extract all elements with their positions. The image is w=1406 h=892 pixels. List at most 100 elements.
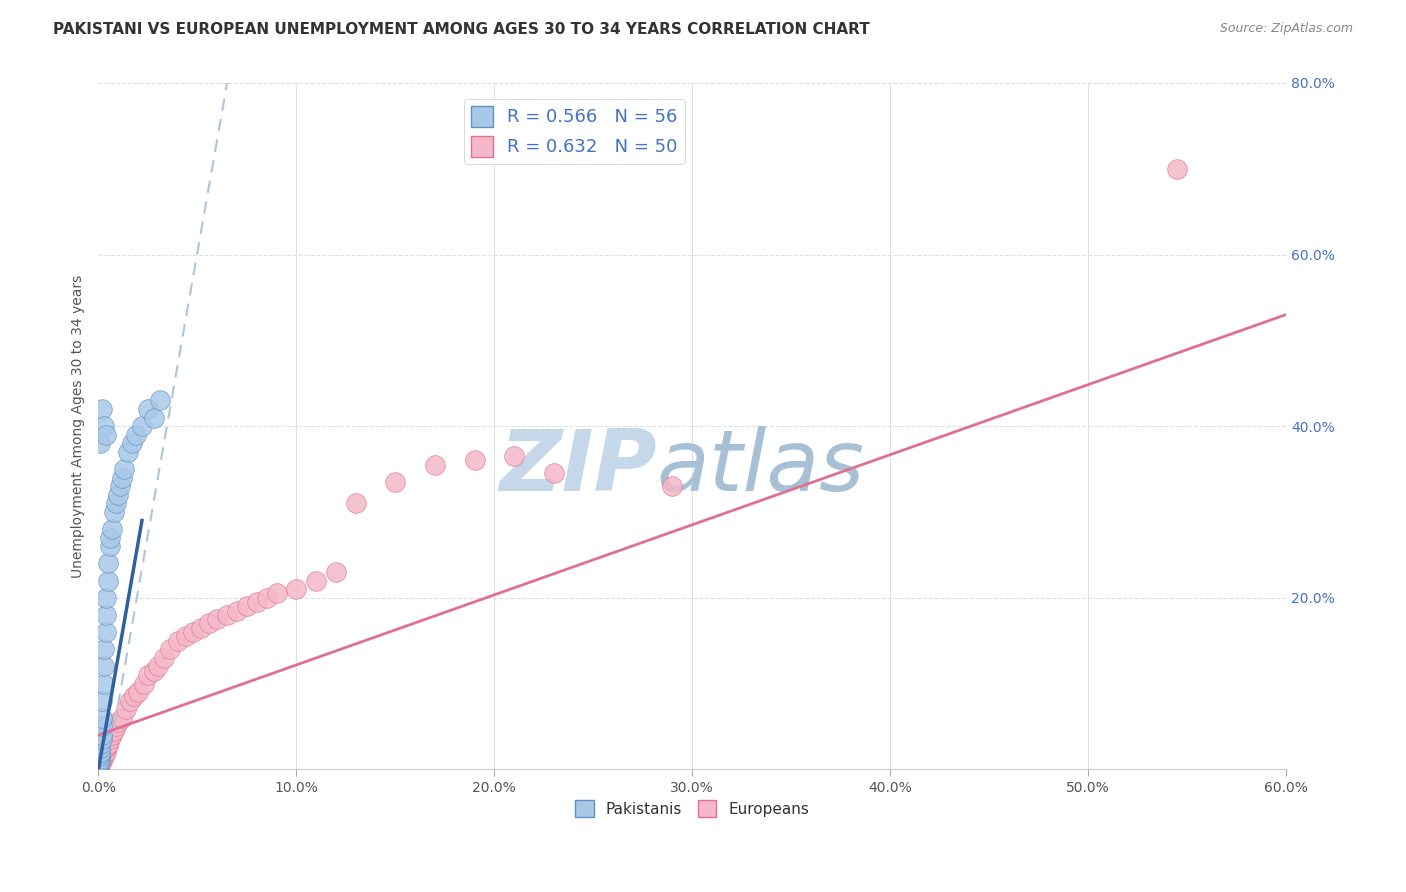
Pakistanis [87,755,110,769]
Europeans [256,591,278,605]
Pakistanis [107,488,129,502]
Europeans [344,496,367,510]
Pakistanis [93,659,115,673]
Pakistanis [87,759,110,773]
Pakistanis [87,762,110,776]
Pakistanis [96,591,118,605]
Europeans [115,702,138,716]
Pakistanis [87,758,110,772]
Pakistanis [91,694,114,708]
Pakistanis [87,758,110,772]
Pakistanis [125,427,148,442]
Pakistanis [142,410,165,425]
Europeans [91,752,114,766]
Pakistanis [87,759,110,773]
Europeans [174,629,197,643]
Europeans [543,467,565,481]
Europeans [198,616,221,631]
Pakistanis [87,760,110,774]
Europeans [463,453,485,467]
Europeans [127,685,149,699]
Pakistanis [149,393,172,408]
Legend: Pakistanis, Europeans: Pakistanis, Europeans [569,794,815,823]
Pakistanis [93,419,115,434]
Europeans [93,747,115,761]
Pakistanis [96,427,118,442]
Pakistanis [89,752,111,766]
Europeans [93,749,115,764]
Europeans [503,449,526,463]
Pakistanis [87,756,110,770]
Pakistanis [87,761,110,775]
Pakistanis [87,760,110,774]
Europeans [246,595,269,609]
Pakistanis [93,676,115,690]
Pakistanis [87,761,110,775]
Pakistanis [98,539,121,553]
Text: PAKISTANI VS EUROPEAN UNEMPLOYMENT AMONG AGES 30 TO 34 YEARS CORRELATION CHART: PAKISTANI VS EUROPEAN UNEMPLOYMENT AMONG… [53,22,870,37]
Text: atlas: atlas [657,425,865,508]
Pakistanis [96,625,118,640]
Pakistanis [89,754,111,768]
Europeans [107,715,129,730]
Pakistanis [91,728,114,742]
Pakistanis [103,505,125,519]
Europeans [266,586,288,600]
Pakistanis [89,737,111,751]
Pakistanis [89,747,111,761]
Europeans [89,758,111,772]
Europeans [91,754,114,768]
Pakistanis [91,719,114,733]
Pakistanis [101,522,124,536]
Europeans [305,574,328,588]
Pakistanis [91,401,114,416]
Europeans [111,711,134,725]
Europeans [226,604,249,618]
Pakistanis [131,419,153,434]
Europeans [98,732,121,747]
Europeans [142,664,165,678]
Europeans [152,650,174,665]
Text: Source: ZipAtlas.com: Source: ZipAtlas.com [1219,22,1353,36]
Europeans [96,740,118,755]
Pakistanis [108,479,131,493]
Pakistanis [89,749,111,764]
Pakistanis [96,607,118,622]
Europeans [205,612,228,626]
Europeans [1166,161,1188,176]
Pakistanis [97,574,120,588]
Europeans [132,676,155,690]
Pakistanis [111,470,134,484]
Europeans [103,723,125,738]
Europeans [89,756,111,770]
Europeans [285,582,308,596]
Pakistanis [87,757,110,772]
Y-axis label: Unemployment Among Ages 30 to 34 years: Unemployment Among Ages 30 to 34 years [72,275,86,578]
Europeans [236,599,259,614]
Pakistanis [87,761,110,775]
Pakistanis [93,642,115,657]
Europeans [217,607,239,622]
Europeans [661,479,683,493]
Europeans [190,621,212,635]
Europeans [96,745,118,759]
Europeans [183,625,205,640]
Europeans [97,737,120,751]
Europeans [120,694,142,708]
Europeans [105,719,128,733]
Pakistanis [98,531,121,545]
Europeans [97,739,120,753]
Text: ZIP: ZIP [499,425,657,508]
Europeans [136,668,159,682]
Europeans [384,475,406,489]
Europeans [166,633,188,648]
Pakistanis [87,756,110,771]
Pakistanis [89,436,111,450]
Pakistanis [117,445,139,459]
Europeans [146,659,169,673]
Pakistanis [89,745,111,759]
Pakistanis [105,496,128,510]
Pakistanis [112,462,135,476]
Pakistanis [89,740,111,755]
Europeans [325,565,347,579]
